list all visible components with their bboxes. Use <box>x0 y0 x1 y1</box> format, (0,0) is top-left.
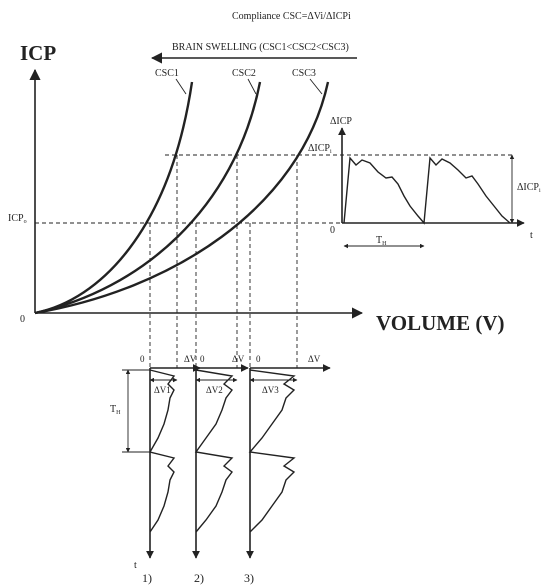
csc3-curve <box>34 81 330 315</box>
panel2-dv: ΔV <box>232 354 245 364</box>
pulse-waveform <box>343 156 511 225</box>
volume-period-label: TH <box>110 404 121 416</box>
panel2-dv-label: ΔV2 <box>206 385 223 395</box>
csc2-label: CSC2 <box>232 68 256 79</box>
x-axis-label: VOLUME (V) <box>376 311 504 335</box>
panel1-caption: 1) <box>142 571 152 585</box>
pulse-period-label: TH <box>376 235 387 247</box>
csc2-curve <box>34 81 262 315</box>
csc1-curve <box>34 81 194 315</box>
panel3-dv-label: ΔV3 <box>262 385 279 395</box>
pulse-amplitude-label: ΔICPi <box>517 182 541 194</box>
y-axis-label: ICP <box>20 41 56 65</box>
csc1-leader <box>175 78 187 95</box>
panel3-origin: 0 <box>256 354 261 364</box>
csc3-label: CSC3 <box>292 68 316 79</box>
pulse-panel: ΔICP ΔICPi 0 t ΔICPi TH <box>308 116 541 249</box>
panel2-caption: 2) <box>194 571 204 585</box>
panel1-dv-label: ΔV1 <box>154 385 171 395</box>
panel2-origin: 0 <box>200 354 205 364</box>
panel1-dv: ΔV <box>184 354 197 364</box>
volume-t-label: t <box>134 560 137 571</box>
volume-panel-3: 0 ΔV ΔV3 3) <box>244 354 331 585</box>
pulse-t-label: t <box>530 230 533 241</box>
origin-label: 0 <box>20 314 25 325</box>
volume-panel-1: 0 ΔV ΔV1 1) <box>140 354 201 585</box>
panel1-origin: 0 <box>140 354 145 364</box>
volume-panel-2: 0 ΔV ΔV2 2) <box>192 354 249 585</box>
panel2-waveform <box>194 369 234 533</box>
csc2-leader <box>247 78 257 95</box>
panel3-caption: 3) <box>244 571 254 585</box>
brain-swelling-label: BRAIN SWELLING (CSC1<CSC2<CSC3) <box>172 42 349 53</box>
compliance-formula: Compliance CSC=ΔVi/ΔICPi <box>232 11 351 22</box>
csc3-leader <box>309 78 323 95</box>
pulse-peak-label: ΔICPi <box>308 143 332 155</box>
panel3-dv: ΔV <box>308 354 321 364</box>
pulse-origin: 0 <box>330 225 335 236</box>
panel3-waveform <box>248 369 296 533</box>
icp-o-label: ICPo <box>8 213 27 225</box>
pulse-y-label: ΔICP <box>330 116 352 127</box>
csc1-label: CSC1 <box>155 68 179 79</box>
